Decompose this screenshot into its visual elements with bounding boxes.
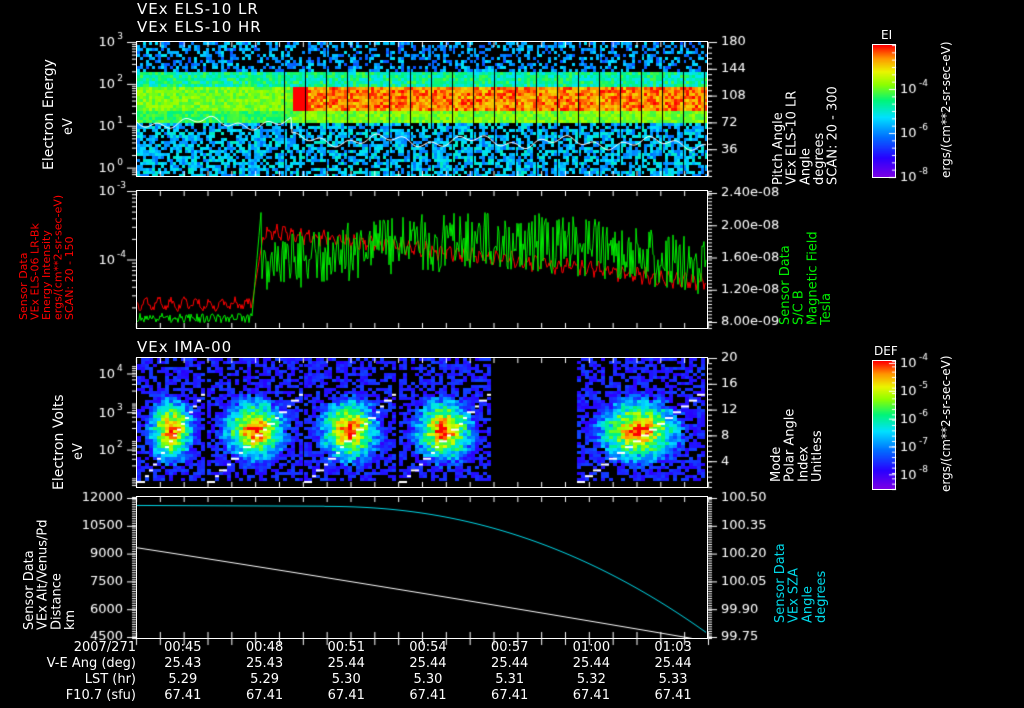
table-row-label: V-E Ang (deg): [46, 656, 136, 671]
table-cell: 25.43: [245, 656, 284, 671]
table-cell: 25.44: [409, 656, 447, 671]
panel1-left-axis-units: eV: [61, 118, 76, 135]
panel4-left-axis-label: Sensor Data VEx Alt/Venus/Pd Distance km: [22, 519, 78, 630]
table-cell: 25.44: [491, 656, 529, 671]
table-cell: 25.43: [164, 656, 202, 671]
bottom-info-table: 2007/271 00:45 00:48 00:51 00:54 00:57 01:00 01…: [0, 640, 1024, 704]
panel1-left-axis-label: Electron Energy: [41, 59, 57, 170]
table-cell: 67.41: [164, 688, 202, 703]
panel2-right-axis-label: Sensor Data S/C B Magnetic Field Tesla: [778, 231, 834, 325]
table-row: F10.7 (sfu) 67.41 67.41 67.41 67.41 67.41 67.4…: [0, 688, 714, 704]
table-row-label: F10.7 (sfu): [65, 688, 136, 703]
table-cell: 67.41: [654, 688, 692, 703]
panel3-colorbar: [872, 360, 896, 490]
table-cell: 67.41: [409, 688, 447, 703]
table-cell: 01:00: [572, 640, 611, 655]
panel1-colorbar-name: EI: [881, 28, 893, 42]
panel4-right-axis-label: Sensor Data VEx SZA Angle degrees: [773, 543, 829, 623]
table-cell: 67.41: [327, 688, 365, 703]
table-cell: 00:48: [245, 640, 284, 655]
panel3-right-axis-label: Mode Polar Angle Index Unitless: [769, 408, 825, 482]
table-row: LST (hr) 5.29 5.29 5.30 5.30 5.31 5.32 5.33: [0, 672, 714, 688]
table-cell: 5.30: [331, 672, 361, 687]
panel1-title-lr: VEx ELS-10 LR: [137, 0, 259, 18]
table-row: V-E Ang (deg) 25.43 25.43 25.44 25.44 25.44 25…: [0, 656, 714, 672]
panel3-left-axis-label: Electron Volts: [51, 394, 67, 490]
table-cell: 00:57: [490, 640, 529, 655]
panel1-colorbar-units: ergs/(cm**2-sr-sec-eV): [939, 41, 953, 178]
table-row: 2007/271 00:45 00:48 00:51 00:54 00:57 01:00 01…: [0, 640, 714, 656]
table-cell: 67.41: [245, 688, 284, 703]
table-cell: 00:45: [164, 640, 202, 655]
panel3-title: VEx IMA-00: [137, 338, 233, 356]
table-cell: 25.44: [572, 656, 610, 671]
table-cell: 5.29: [250, 672, 280, 687]
panel1-colorbar: [872, 44, 896, 178]
table-cell: 01:03: [654, 640, 692, 655]
panel1-right-axis-label: Pitch Angle VEx ELS-10 LR Angle degrees …: [771, 86, 841, 185]
panel2-left-axis-label: Sensor Data VEx ELS-06 LR-Bk Energy Inte…: [17, 194, 77, 320]
table-cell: 25.44: [327, 656, 365, 671]
panel1-plot: [136, 41, 708, 177]
table-row-label: 2007/271: [73, 640, 136, 655]
table-cell: 5.33: [658, 672, 688, 687]
table-cell: 25.44: [654, 656, 692, 671]
table-cell: 5.31: [495, 672, 525, 687]
table-cell: 00:51: [327, 640, 365, 655]
table-cell: 67.41: [491, 688, 529, 703]
table-cell: 67.41: [572, 688, 610, 703]
panel3-colorbar-units: ergs/(cm**2-sr-sec-eV): [939, 355, 953, 492]
panel3-left-axis-units: eV: [71, 443, 86, 460]
table-cell: 5.30: [413, 672, 443, 687]
panel2-plot: [136, 190, 708, 329]
panel4-plot: [136, 496, 708, 639]
table-cell: 5.32: [576, 672, 606, 687]
table-cell: 5.29: [168, 672, 198, 687]
panel1-title-hr: VEx ELS-10 HR: [137, 18, 262, 36]
table-cell: 00:54: [409, 640, 447, 655]
table-row-label: LST (hr): [84, 672, 136, 687]
panel3-plot: [136, 357, 708, 488]
info-table: 2007/271 00:45 00:48 00:51 00:54 00:57 01:00 01…: [0, 640, 714, 704]
panel3-colorbar-name: DEF: [874, 344, 898, 358]
